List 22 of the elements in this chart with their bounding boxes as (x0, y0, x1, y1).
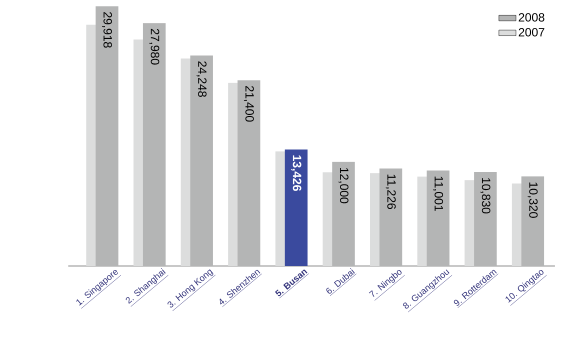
data-label: 29,918 (102, 12, 112, 48)
data-label: 11,001 (433, 176, 444, 211)
bar (238, 80, 260, 266)
data-label: 13,426 (291, 155, 302, 191)
data-label: 12,000 (338, 168, 348, 204)
bar (190, 56, 213, 266)
data-label: 11,226 (386, 174, 396, 210)
bar (142, 23, 166, 266)
data-label: 10,830 (480, 178, 490, 214)
bar (284, 149, 308, 266)
bar (332, 162, 355, 266)
data-label: 24,248 (196, 61, 207, 97)
bar (379, 168, 402, 266)
data-label: 27,980 (149, 28, 160, 65)
data-label: 10,320 (528, 182, 538, 218)
legend-label: 2008 (518, 13, 544, 22)
bar (96, 6, 118, 266)
bar (474, 172, 497, 266)
bar (426, 170, 450, 266)
data-label: 21,400 (244, 86, 254, 122)
legend-label: 2007 (518, 28, 544, 36)
bar (521, 176, 544, 266)
